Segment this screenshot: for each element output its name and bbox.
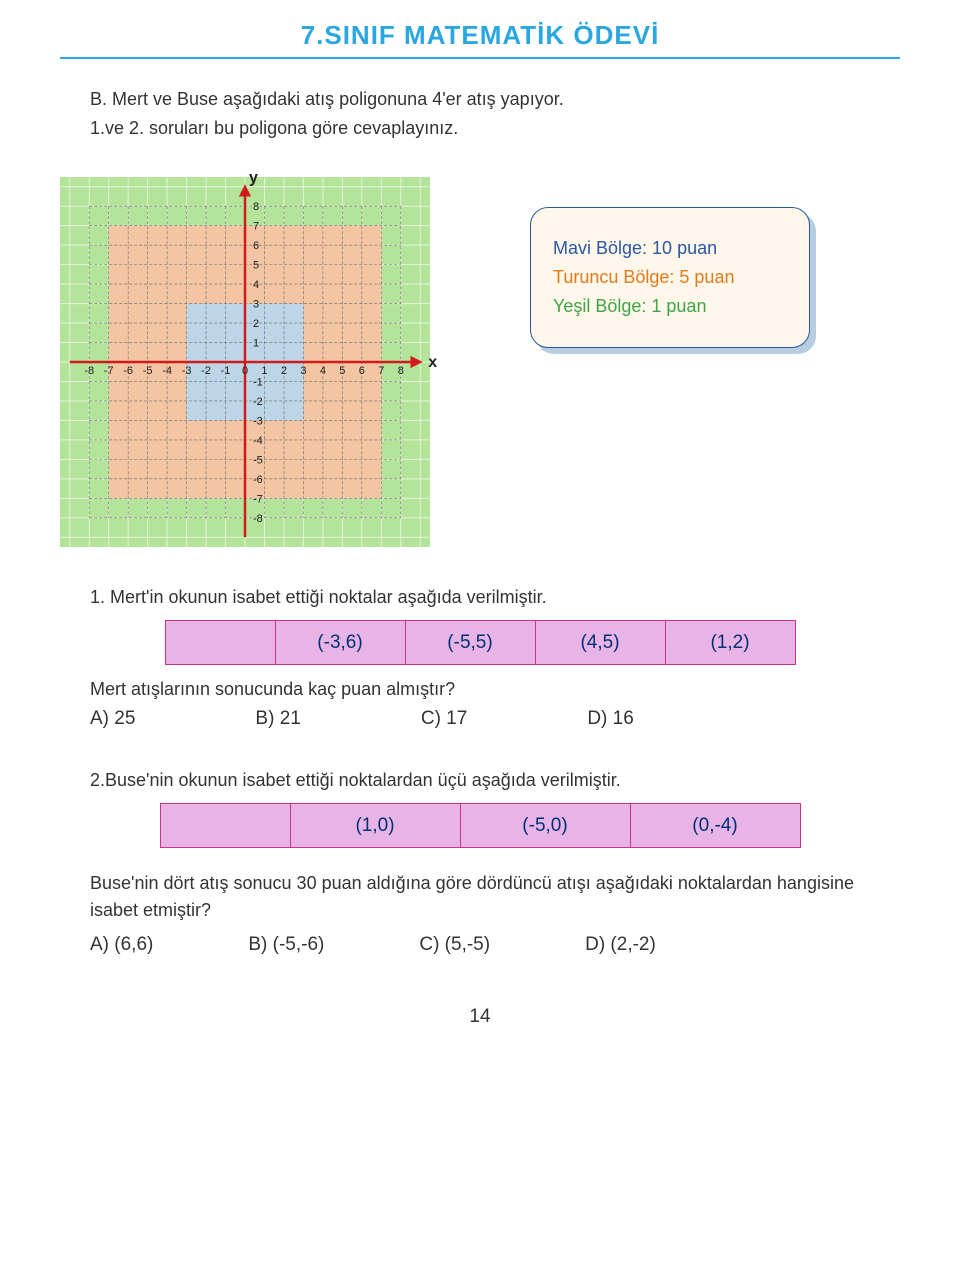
chart-and-legend-row: -8-7-6-5-4-3-2-101234567812345678-1-2-3-… [60,157,900,557]
svg-text:6: 6 [253,240,259,252]
page-number: 14 [60,1006,900,1028]
intro-line-1: B. Mert ve Buse aşağıdaki atış poligonun… [90,89,900,110]
q2-coord-0: (1,0) [290,804,460,848]
title-bar: 7.SINIF MATEMATİK ÖDEVİ [60,20,900,59]
coordinate-chart: -8-7-6-5-4-3-2-101234567812345678-1-2-3-… [60,157,460,557]
svg-text:7: 7 [378,365,384,377]
q1-options: A) 25 B) 21 C) 17 D) 16 [90,708,900,730]
svg-text:-4: -4 [253,435,263,447]
worksheet-page: 7.SINIF MATEMATİK ÖDEVİ B. Mert ve Buse … [0,0,960,1068]
svg-text:-1: -1 [221,365,231,377]
svg-text:3: 3 [253,299,259,311]
svg-text:-2: -2 [201,365,211,377]
q1-option-b: B) 21 [255,708,300,730]
page-title: 7.SINIF MATEMATİK ÖDEVİ [60,20,900,51]
legend-blue: Mavi Bölge: 10 puan [553,238,787,259]
svg-text:-7: -7 [104,365,114,377]
svg-text:-6: -6 [253,474,263,486]
q2-coord-1: (-5,0) [460,804,630,848]
svg-text:3: 3 [300,365,306,377]
q2-option-d: D) (2,-2) [585,934,656,956]
svg-text:5: 5 [339,365,345,377]
svg-text:-2: -2 [253,396,263,408]
svg-text:7: 7 [253,221,259,233]
q2-spacer [160,804,290,848]
q2-coords-table: (1,0) (-5,0) (0,-4) [160,803,801,848]
svg-text:-1: -1 [253,376,263,388]
legend-panel: Mavi Bölge: 10 puan Turuncu Bölge: 5 pua… [530,207,810,348]
q1-option-c: C) 17 [421,708,467,730]
svg-text:1: 1 [261,365,267,377]
q1-option-d: D) 16 [587,708,633,730]
svg-text:x: x [428,354,437,371]
q2-text: 2.Buse'nin okunun isabet ettiği noktalar… [90,770,900,791]
q1-followup: Mert atışlarının sonucunda kaç puan almı… [90,679,900,700]
svg-text:-7: -7 [253,493,263,505]
svg-text:-8: -8 [84,365,94,377]
svg-text:-5: -5 [143,365,153,377]
svg-text:2: 2 [253,318,259,330]
svg-text:8: 8 [253,201,259,213]
svg-text:-5: -5 [253,454,263,466]
svg-text:-6: -6 [123,365,133,377]
q1-coords-table: (-3,6) (-5,5) (4,5) (1,2) [165,620,796,665]
q1-spacer [165,621,275,665]
svg-text:0: 0 [242,365,248,377]
q1-option-a: A) 25 [90,708,135,730]
q1-coord-3: (1,2) [665,621,795,665]
svg-text:-4: -4 [162,365,172,377]
q2-option-c: C) (5,-5) [419,934,490,956]
svg-text:-8: -8 [253,513,263,525]
svg-text:8: 8 [398,365,404,377]
intro-line-2: 1.ve 2. soruları bu poligona göre cevapl… [90,118,900,139]
legend-box: Mavi Bölge: 10 puan Turuncu Bölge: 5 pua… [530,207,810,348]
q1-coord-1: (-5,5) [405,621,535,665]
q1-coord-2: (4,5) [535,621,665,665]
q2-final: Buse'nin dört atış sonucu 30 puan aldığı… [90,870,870,924]
svg-text:1: 1 [253,338,259,350]
q2-option-a: A) (6,6) [90,934,153,956]
svg-text:6: 6 [359,365,365,377]
q1-coord-0: (-3,6) [275,621,405,665]
legend-orange: Turuncu Bölge: 5 puan [553,267,787,288]
svg-text:4: 4 [253,279,259,291]
q2-options: A) (6,6) B) (-5,-6) C) (5,-5) D) (2,-2) [90,934,900,956]
svg-text:y: y [249,170,258,187]
legend-green: Yeşil Bölge: 1 puan [553,296,787,317]
q2-option-b: B) (-5,-6) [248,934,324,956]
svg-text:2: 2 [281,365,287,377]
q2-coord-2: (0,-4) [630,804,800,848]
svg-text:5: 5 [253,260,259,272]
svg-text:4: 4 [320,365,326,377]
svg-text:-3: -3 [253,415,263,427]
coordinate-svg: -8-7-6-5-4-3-2-101234567812345678-1-2-3-… [60,157,460,557]
svg-text:-3: -3 [182,365,192,377]
q1-text: 1. Mert'in okunun isabet ettiği noktalar… [90,587,900,608]
